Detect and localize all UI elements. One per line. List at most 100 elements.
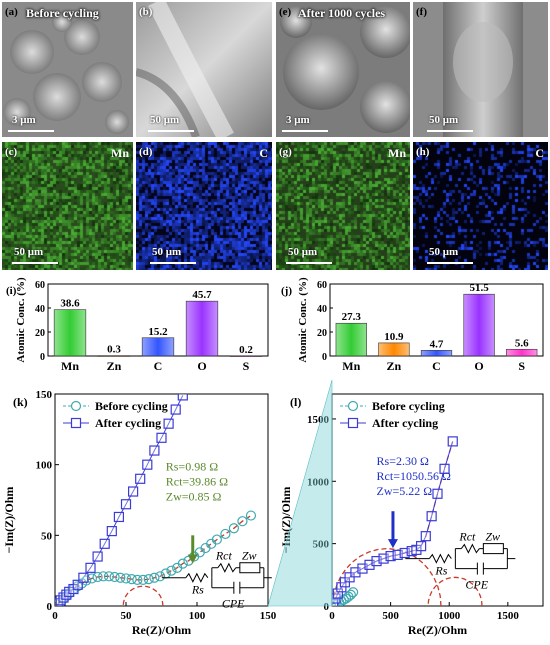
after-cycling-point [163,418,174,429]
x-tick-label: 500 [382,610,399,622]
circuit-label-rct: Rct [458,530,476,544]
sem-before-panel-a: (a) Before cycling 3 μm [2,2,133,137]
sem-after-panel-e: (e) After 1000 cycles 3 μm [276,2,410,137]
y-tick-label: 40 [317,304,327,315]
before-cycling-point [98,571,109,582]
after-cycling-point [99,538,110,549]
panel-label-d: (d) [139,146,153,158]
y-tick-label: 20 [35,328,45,339]
scale-label: 50 μm [150,114,180,126]
before-cycling-point [166,565,177,576]
resistor-rs [428,553,452,564]
circuit-label-zw: Zw [485,530,500,544]
y-tick-label: 1500 [307,414,330,426]
resistor-rct [460,543,480,554]
after-cycling-point [55,595,66,606]
bar-value-label: 10.9 [384,331,404,343]
y-tick-label: 60 [35,280,45,291]
nyquist-plot-l: (l) 0 500 1000 1500 0 500 1000 1500 Re(Z)/Ohm −Im(… [279,393,544,637]
fit-parameter-label: Zw=0.85 Ω [166,489,222,503]
circuit-label-cpe: CPE [465,578,488,592]
bar-value-label: 4.7 [430,338,444,350]
scale-bar [148,130,194,132]
y-axis-label: −Im(Z)/Ohm [279,487,293,554]
legend-marker-square [347,417,359,429]
c-map-noise [413,142,548,270]
scale-bar [8,130,54,132]
before-cycling-point [228,523,240,534]
after-cycling-point [371,556,382,567]
eds-map-panel-d: (d) C 50 μm [136,142,272,270]
y-tick-label: 0 [324,601,330,613]
after-cycling-point [149,445,160,456]
before-cycling-point [120,573,132,584]
bar [463,293,495,357]
scale-label: 50 μm [14,246,44,258]
atomic-conc-bar-chart-j: (j) 0 20 40 60 Atomic Conc. (%) 27.3 Mn 10.9 Zn 4.… [281,277,544,373]
y-tick-label: 60 [317,280,327,291]
arrow-head [387,539,398,549]
after-cycling-point [420,531,431,542]
y-tick-label: 0 [40,352,45,363]
y-axis-label: Atomic Conc. (%) [297,277,309,363]
panel-label-c: (c) [5,146,18,158]
after-cycling-point [364,559,375,570]
element-label-c: C [535,146,544,160]
fit-parameter-label: Rs=0.98 Ω [166,459,218,473]
after-cycling-point [177,394,188,401]
after-cycling-point [61,589,72,600]
c-map-noise [136,142,272,270]
before-cycling-point [103,571,115,582]
panel-label-h: (h) [416,146,430,158]
eds-map-panel-g: (g) Mn 50 μm [276,142,410,270]
resistor-rs [185,572,209,583]
before-cycling-point [211,534,222,545]
before-cycling-point [132,574,143,585]
eds-map-panel-c: (c) Mn 50 μm [2,142,133,270]
legend-label: Before cycling [372,399,445,413]
x-tick-label: 50 [121,610,133,622]
panel-label: (k) [13,395,28,409]
scale-bar [286,262,332,264]
before-cycling-point [220,528,231,540]
fit-parameter-label: Rs=2.30 Ω [377,454,429,468]
plot-area [55,394,257,606]
category-label: C [154,359,163,373]
bar [506,348,538,357]
after-cycling-point [106,525,117,537]
scale-label: 3 μm [286,114,310,126]
category-label: S [243,359,250,373]
bar-value-label: 5.6 [515,337,529,349]
before-cycling-point [137,574,149,585]
warburg-element [239,562,261,574]
fit-parameter-label: Rct=39.86 Ω [166,474,228,488]
panel-label-e: (e) [279,6,292,18]
eds-map-panel-h: (h) C 50 μm [413,142,548,270]
sem-before-panel-b: (b) 50 μm [136,2,272,137]
fit-parameter-label: Rct=1050.56 Ω [377,469,451,483]
panel-label: (i) [6,285,17,297]
x-tick-label: 150 [260,610,277,622]
sem-after-panel-f: (f) 50 μm [413,2,548,137]
x-tick-label: 1500 [497,610,520,622]
scale-bar [427,262,473,264]
after-cycling-point [135,473,146,484]
fit-parameter-label: Zw=5.22 Ω [377,484,433,498]
panel-label: (j) [281,285,292,297]
y-tick-label: 50 [41,530,53,542]
legend-marker-square [70,417,82,429]
mn-map-noise [2,142,133,270]
scale-label: 50 μm [288,246,318,258]
scale-bar [12,262,58,264]
scale-label: 3 μm [12,114,36,126]
bar [141,337,175,357]
legend-label: Before cycling [95,399,168,413]
category-label: Mn [61,359,79,373]
resistor-rct [217,562,237,573]
category-label: Zn [107,359,122,373]
scale-label: 50 μm [429,114,459,126]
circuit-label-zw: Zw [242,549,257,563]
after-cycling-point [415,541,427,552]
bar [229,355,263,357]
bar-value-label: 38.6 [60,298,80,310]
